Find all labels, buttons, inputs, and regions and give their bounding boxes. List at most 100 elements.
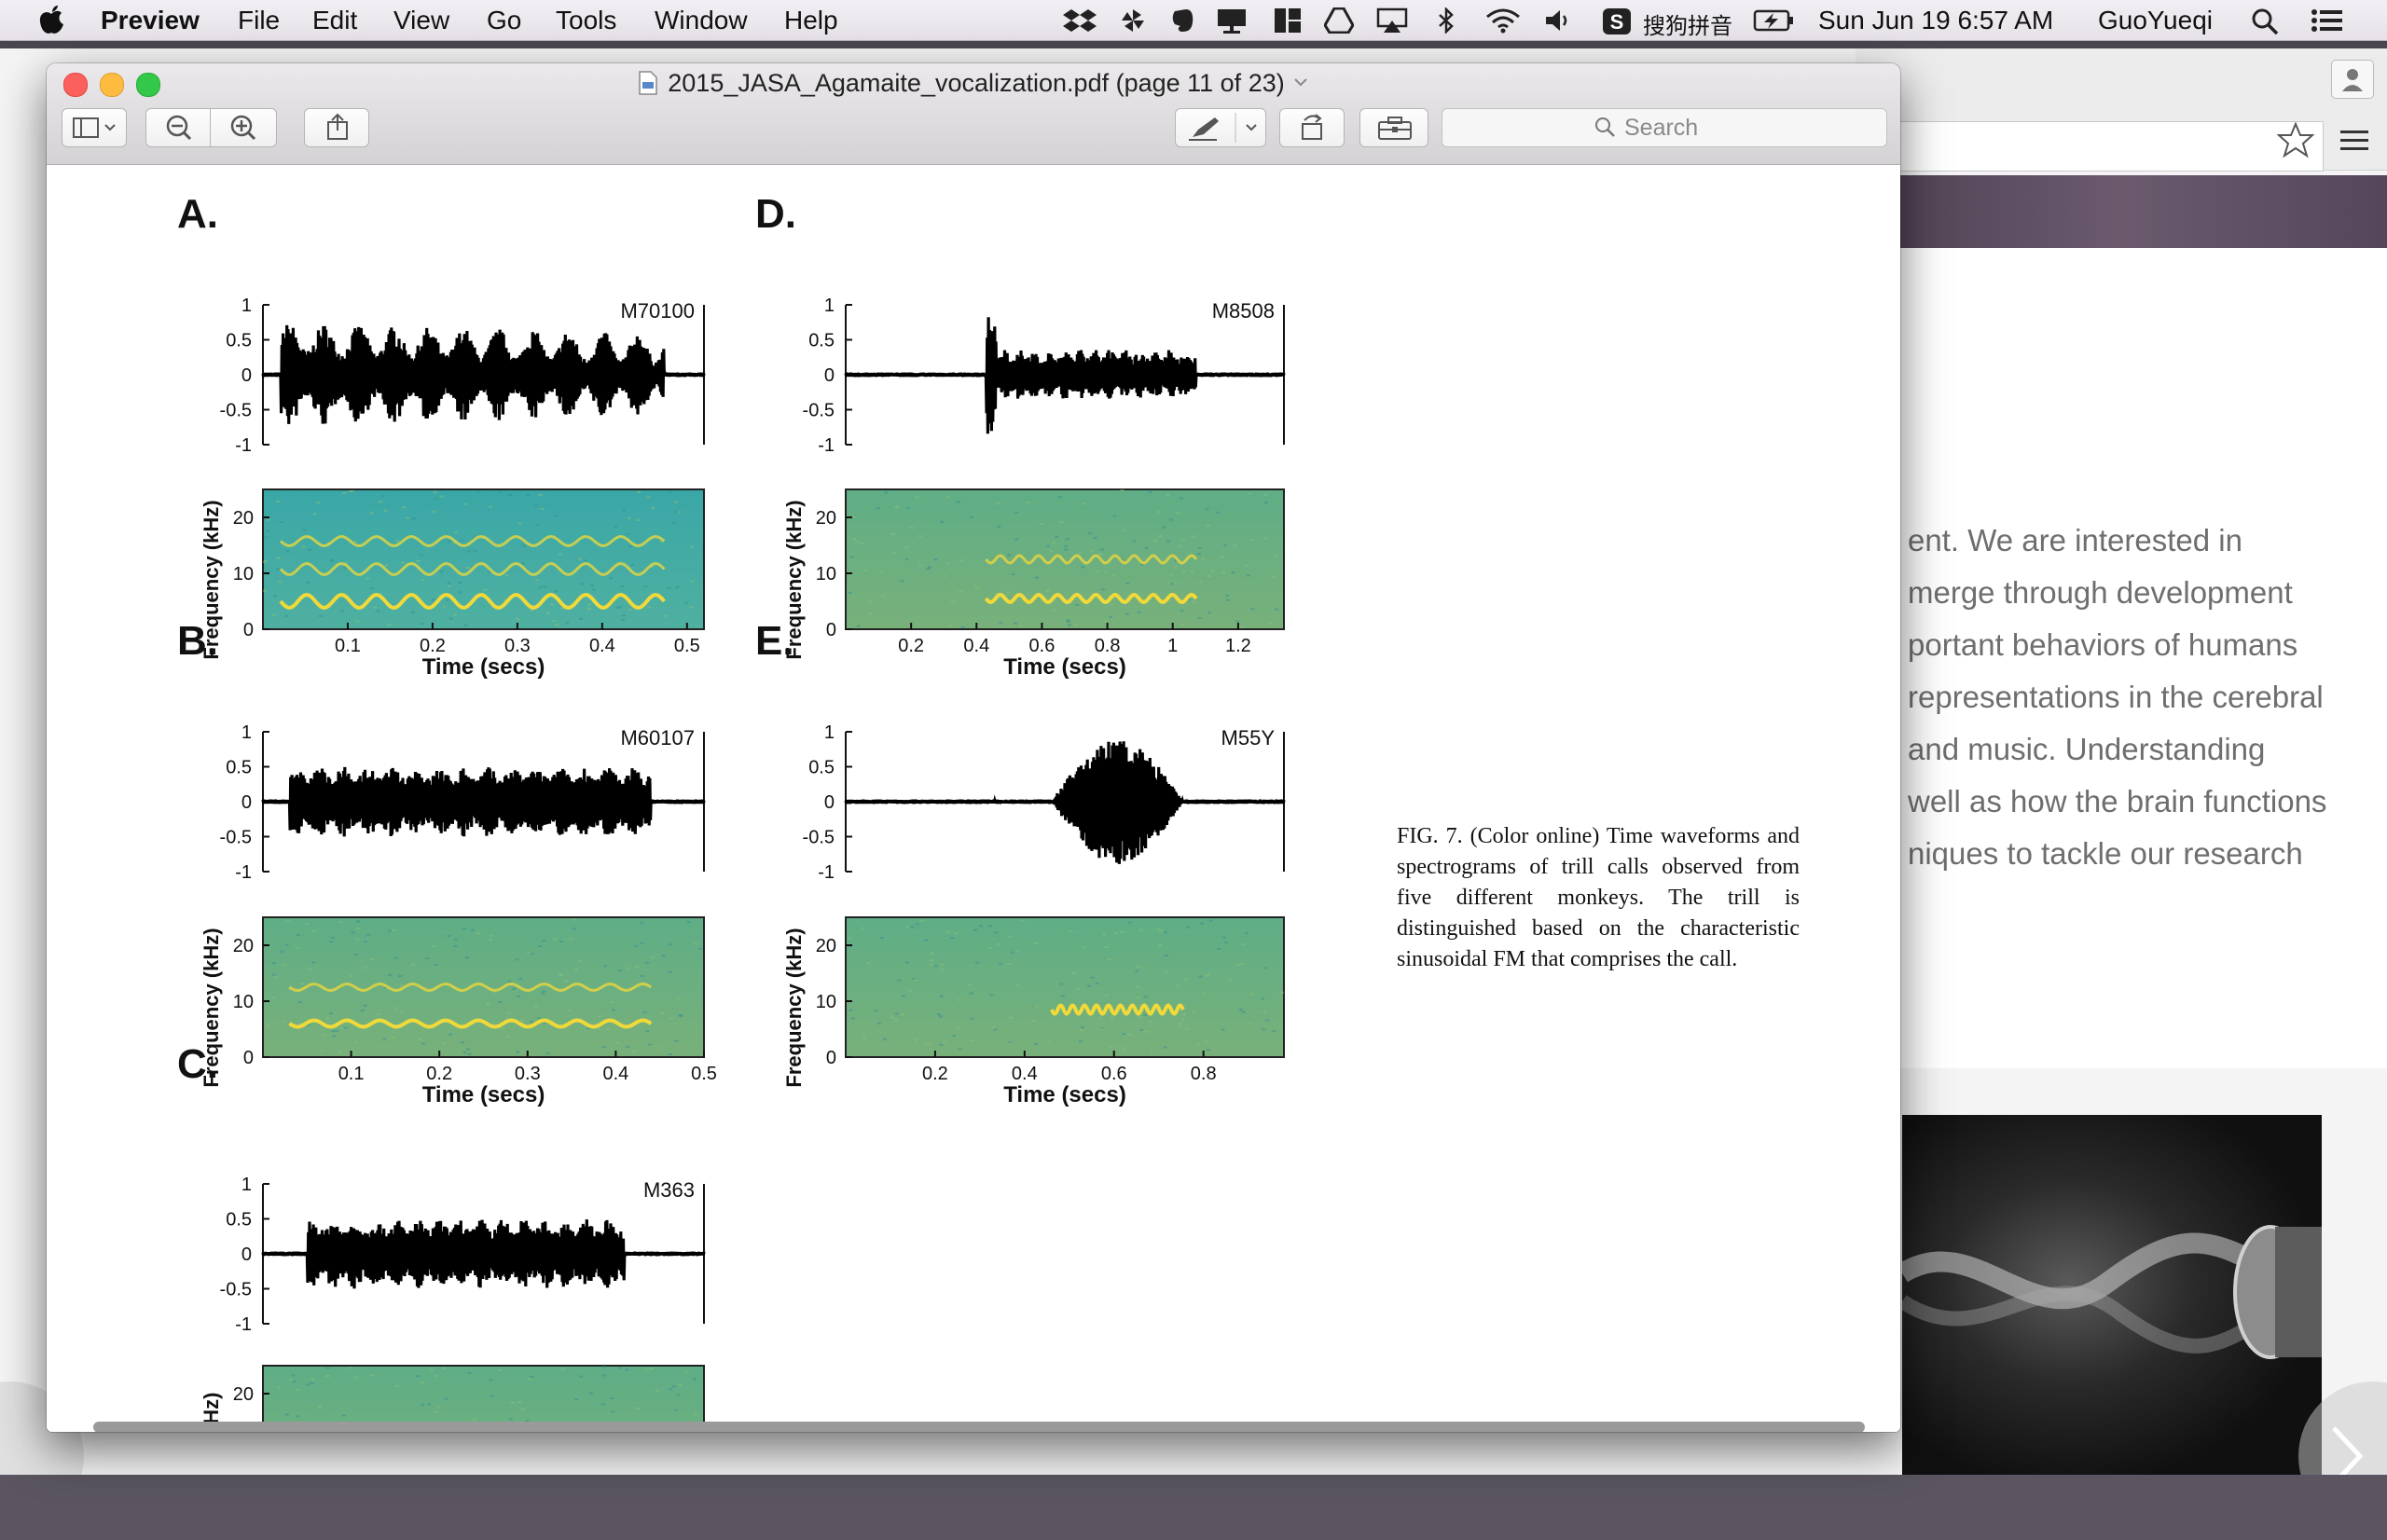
notification-center-icon[interactable] bbox=[2311, 7, 2344, 34]
profile-icon[interactable] bbox=[2331, 60, 2374, 99]
dropbox-icon[interactable] bbox=[1063, 7, 1097, 34]
menu-window[interactable]: Window bbox=[655, 6, 748, 35]
spectrogram-noise bbox=[565, 622, 569, 624]
spectrogram-x-tick-label: 0.6 bbox=[1029, 636, 1056, 656]
menu-file[interactable]: File bbox=[238, 6, 280, 35]
sidebar-toggle-button[interactable] bbox=[62, 108, 127, 147]
spectrogram-noise bbox=[286, 550, 290, 552]
window-layout-icon[interactable] bbox=[1274, 7, 1302, 34]
spectrogram-noise bbox=[915, 1039, 918, 1041]
spectrogram-noise bbox=[354, 1376, 358, 1378]
horizontal-scrollbar[interactable] bbox=[93, 1422, 1865, 1432]
menubar-clock[interactable]: Sun Jun 19 6:57 AM bbox=[1818, 6, 2053, 35]
spectrogram-noise bbox=[918, 565, 922, 567]
spectrogram-noise bbox=[421, 1404, 424, 1406]
spectrogram-noise bbox=[505, 574, 509, 576]
input-method-label[interactable]: 搜狗拼音 bbox=[1643, 7, 1732, 40]
menu-edit[interactable]: Edit bbox=[312, 6, 357, 35]
spectrogram-noise bbox=[645, 1368, 649, 1370]
sogou-input-icon[interactable]: S bbox=[1602, 7, 1632, 34]
airplay-icon[interactable] bbox=[1376, 7, 1408, 34]
markup-toolbox-button[interactable] bbox=[1359, 108, 1428, 147]
wifi-icon[interactable] bbox=[1484, 7, 1522, 34]
rotate-button[interactable] bbox=[1279, 108, 1345, 147]
bookmark-star-icon[interactable] bbox=[2277, 121, 2314, 163]
pinwheel-icon[interactable] bbox=[1119, 7, 1147, 34]
spectrogram-noise bbox=[1015, 950, 1019, 952]
spectrogram-noise bbox=[1180, 498, 1183, 500]
zoom-in-button[interactable] bbox=[210, 108, 277, 147]
spectrogram-noise bbox=[1112, 515, 1116, 516]
spectrogram-noise bbox=[554, 515, 558, 516]
menu-view[interactable]: View bbox=[393, 6, 449, 35]
spectrogram-noise bbox=[669, 1053, 672, 1055]
spectrogram-noise bbox=[538, 586, 542, 588]
spectrogram-noise bbox=[278, 581, 282, 583]
google-drive-icon[interactable] bbox=[1324, 7, 1354, 34]
spectrogram-noise bbox=[940, 521, 944, 523]
markup-pen-button[interactable] bbox=[1175, 108, 1266, 147]
search-field[interactable]: Search bbox=[1442, 108, 1887, 147]
spotlight-search-icon[interactable] bbox=[2251, 7, 2279, 34]
spectrogram-noise bbox=[609, 577, 613, 579]
spectrogram-noise bbox=[1264, 502, 1268, 503]
spectrogram-noise bbox=[625, 1368, 628, 1370]
spectrogram-x-tick-label: 1 bbox=[1167, 636, 1178, 656]
hamburger-menu-icon[interactable] bbox=[2339, 127, 2370, 159]
spectrogram-noise bbox=[1164, 931, 1167, 933]
spectrogram-noise bbox=[1265, 1019, 1269, 1021]
spectrogram-noise bbox=[669, 1017, 673, 1019]
spectrogram-noise bbox=[1007, 1039, 1011, 1041]
background-address-bar[interactable] bbox=[1893, 121, 2324, 172]
spectrogram-noise bbox=[1156, 928, 1160, 930]
spectrogram-noise bbox=[1139, 1017, 1143, 1019]
spectrogram-noise bbox=[901, 1013, 904, 1015]
spectrogram-noise bbox=[1216, 512, 1220, 514]
spectrogram-noise bbox=[933, 965, 937, 967]
presentation-icon[interactable] bbox=[1216, 7, 1248, 34]
menu-tools[interactable]: Tools bbox=[556, 6, 616, 35]
spectrogram-noise bbox=[1249, 1023, 1253, 1024]
chevron-down-icon[interactable] bbox=[1292, 76, 1309, 89]
background-header-banner bbox=[1856, 175, 2387, 248]
spectrogram-noise bbox=[669, 491, 672, 493]
spectrogram-noise bbox=[310, 1382, 314, 1384]
window-title[interactable]: 2015_JASA_Agamaite_vocalization.pdf (pag… bbox=[47, 69, 1900, 98]
spectrogram-noise bbox=[679, 1015, 683, 1017]
spectrogram-noise bbox=[678, 997, 682, 999]
panel-label: C. bbox=[177, 1041, 218, 1088]
spectrogram-noise bbox=[486, 1003, 490, 1005]
spectrogram-noise bbox=[427, 1403, 431, 1405]
spectrogram-background bbox=[846, 489, 1284, 629]
spectrogram-noise bbox=[1006, 592, 1010, 594]
spectrogram-x-tick-label: 0.8 bbox=[1191, 1064, 1217, 1084]
menu-app-preview[interactable]: Preview bbox=[101, 6, 200, 35]
menubar-user[interactable]: GuoYueqi bbox=[2098, 6, 2213, 35]
spectrogram-noise bbox=[1225, 595, 1229, 597]
spectrogram-noise bbox=[377, 611, 380, 612]
menu-go[interactable]: Go bbox=[487, 6, 521, 35]
bluetooth-icon[interactable] bbox=[1436, 7, 1456, 34]
battery-charging-icon[interactable] bbox=[1753, 7, 1796, 34]
spectrogram-noise bbox=[276, 501, 280, 502]
spectrogram-noise bbox=[1121, 931, 1125, 933]
spectrogram-noise bbox=[379, 501, 382, 502]
volume-icon[interactable] bbox=[1544, 7, 1572, 34]
zoom-out-button[interactable] bbox=[145, 108, 211, 147]
spectrogram-noise bbox=[881, 595, 885, 597]
spectrogram-noise bbox=[939, 1016, 943, 1018]
panel-id-label: M363 bbox=[643, 1178, 695, 1202]
spectrogram-y-tick-label: 0 bbox=[243, 620, 254, 640]
menu-help[interactable]: Help bbox=[784, 6, 838, 35]
share-button[interactable] bbox=[304, 108, 369, 147]
apple-menu-icon[interactable] bbox=[37, 5, 65, 31]
spectrogram-noise bbox=[393, 1008, 397, 1010]
spectrogram-noise bbox=[876, 507, 880, 509]
spectrogram-noise bbox=[306, 582, 310, 584]
evernote-icon[interactable] bbox=[1169, 7, 1195, 34]
spectrogram-noise bbox=[1192, 1011, 1195, 1012]
spectrogram-noise bbox=[1205, 508, 1208, 510]
spectrogram-noise bbox=[543, 585, 546, 587]
spectrogram-noise bbox=[521, 563, 525, 565]
